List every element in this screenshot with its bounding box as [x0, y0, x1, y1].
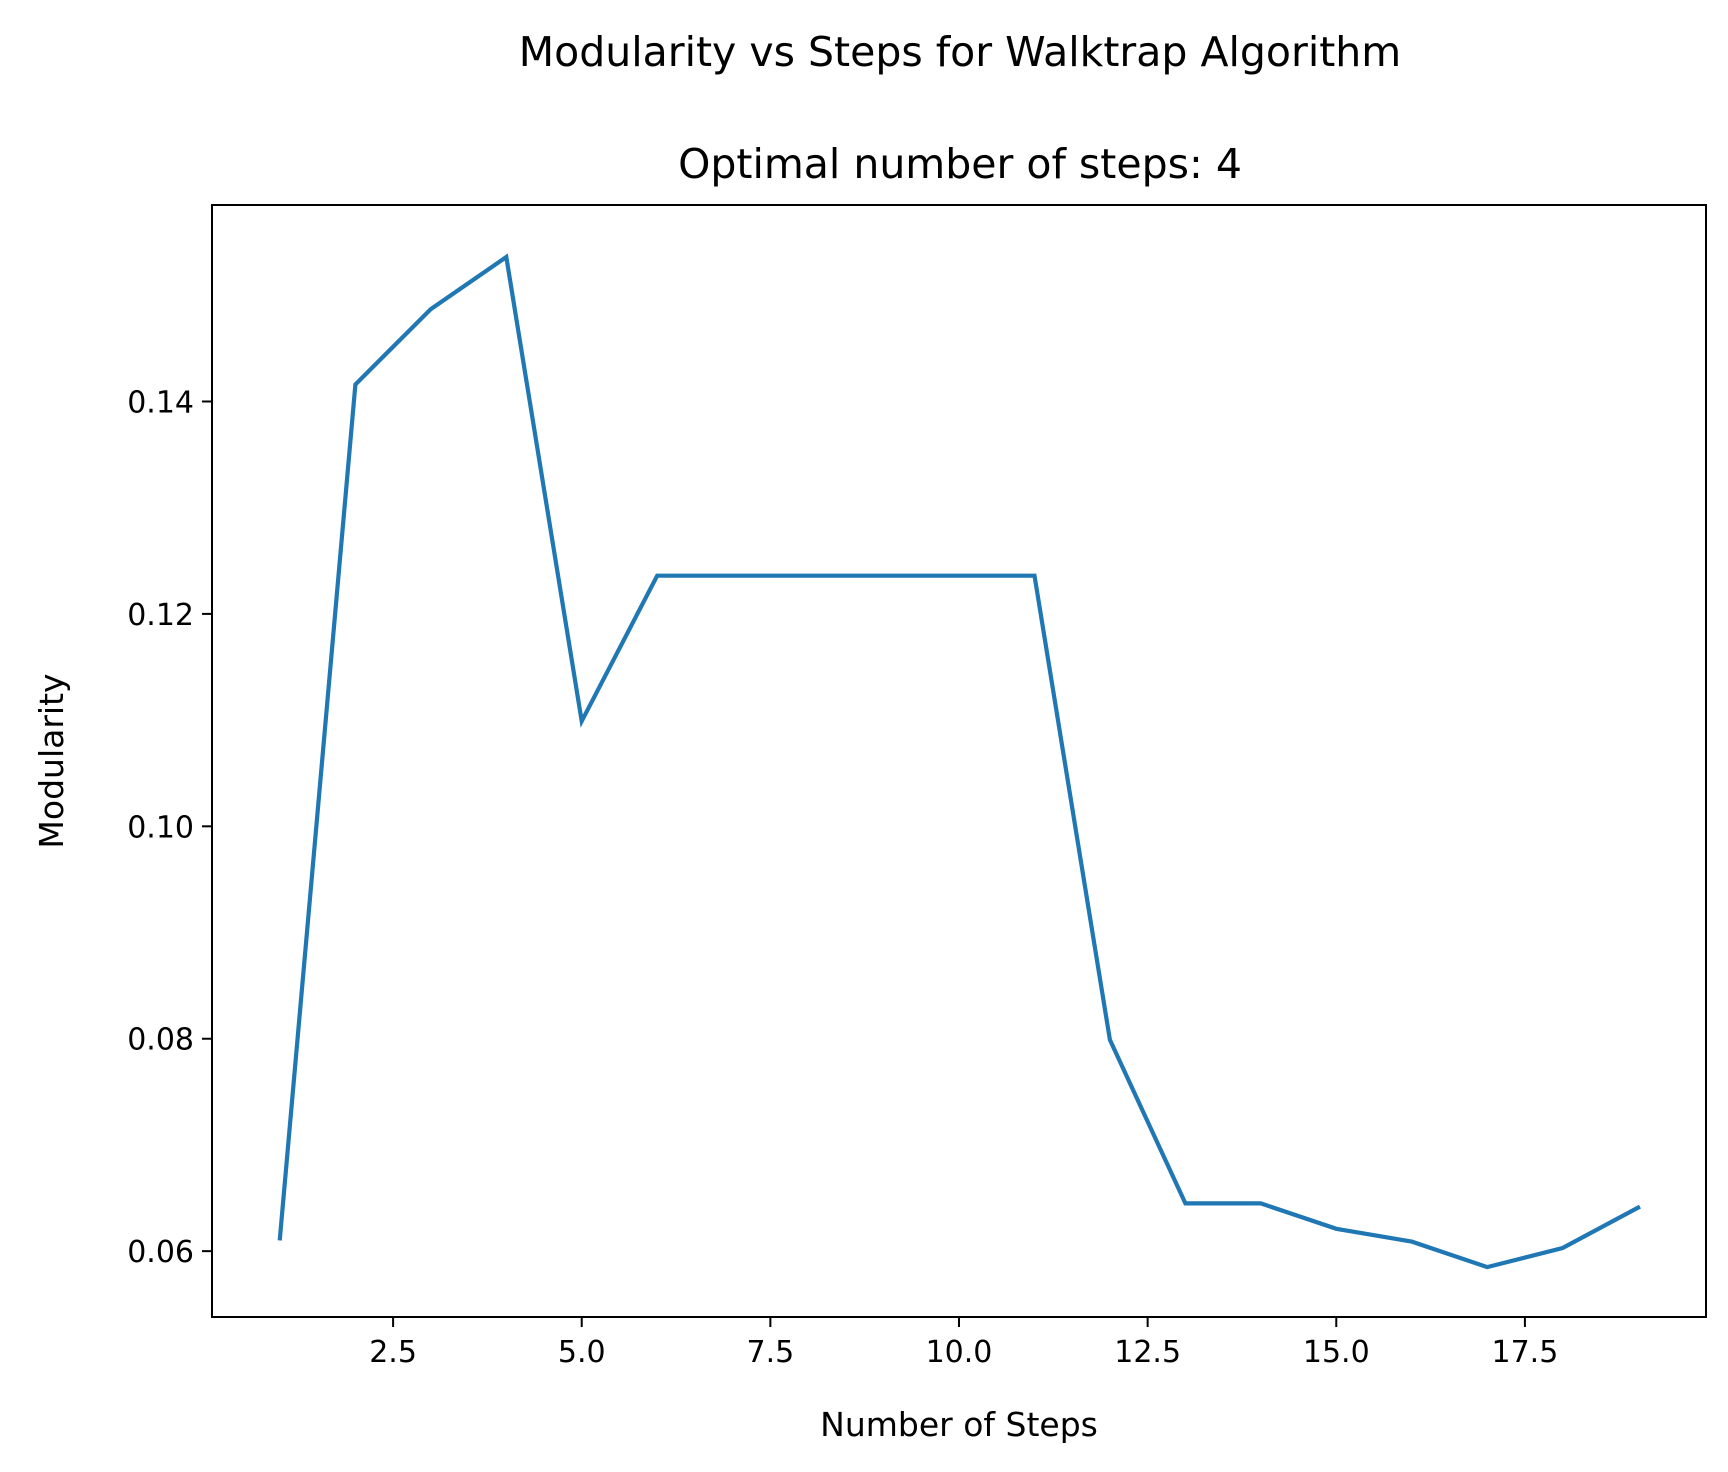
plot-area [212, 205, 1706, 1317]
data-point [883, 575, 884, 576]
data-point [581, 721, 582, 722]
data-point [430, 309, 431, 310]
chart-subtitle: Optimal number of steps: 4 [678, 140, 1242, 188]
x-axis: 2.5 5.0 7.5 10.0 12.5 15.0 17.5 [369, 1317, 1558, 1370]
y-axis-label: Modularity [32, 673, 71, 848]
x-tick-label: 5.0 [558, 1335, 606, 1370]
data-point [1336, 1228, 1337, 1229]
data-point [1638, 1207, 1639, 1208]
data-point [657, 575, 658, 576]
data-point [1185, 1203, 1186, 1204]
x-tick-label: 15.0 [1303, 1335, 1370, 1370]
x-tick-label: 7.5 [747, 1335, 795, 1370]
data-point [959, 575, 960, 576]
data-point [1487, 1267, 1488, 1268]
data-point [279, 1238, 280, 1239]
x-tick-label: 10.0 [926, 1335, 993, 1370]
series-layer [277, 253, 1641, 1270]
data-point [506, 257, 507, 258]
y-tick-label: 0.12 [127, 598, 194, 633]
data-point [355, 384, 356, 385]
plot-background [212, 205, 1706, 1317]
y-tick-label: 0.06 [127, 1235, 194, 1270]
y-axis: 0.06 0.08 0.10 0.12 0.14 [127, 385, 212, 1270]
y-tick-label: 0.08 [127, 1023, 194, 1058]
modularity-series-line [277, 253, 1641, 1270]
y-tick-label: 0.14 [127, 385, 194, 420]
data-point [1109, 1039, 1110, 1040]
y-tick-label: 0.10 [127, 810, 194, 845]
chart-title: Modularity vs Steps for Walktrap Algorit… [519, 28, 1402, 76]
x-tick-label: 12.5 [1114, 1335, 1181, 1370]
x-axis-label: Number of Steps [820, 1405, 1098, 1444]
data-point [1034, 575, 1035, 576]
data-point [1562, 1247, 1563, 1248]
data-point [732, 575, 733, 576]
x-tick-label: 17.5 [1492, 1335, 1559, 1370]
x-tick-label: 2.5 [369, 1335, 417, 1370]
plot-frame [211, 204, 1707, 1318]
data-point [1260, 1203, 1261, 1204]
data-point [808, 575, 809, 576]
data-point [1411, 1241, 1412, 1242]
